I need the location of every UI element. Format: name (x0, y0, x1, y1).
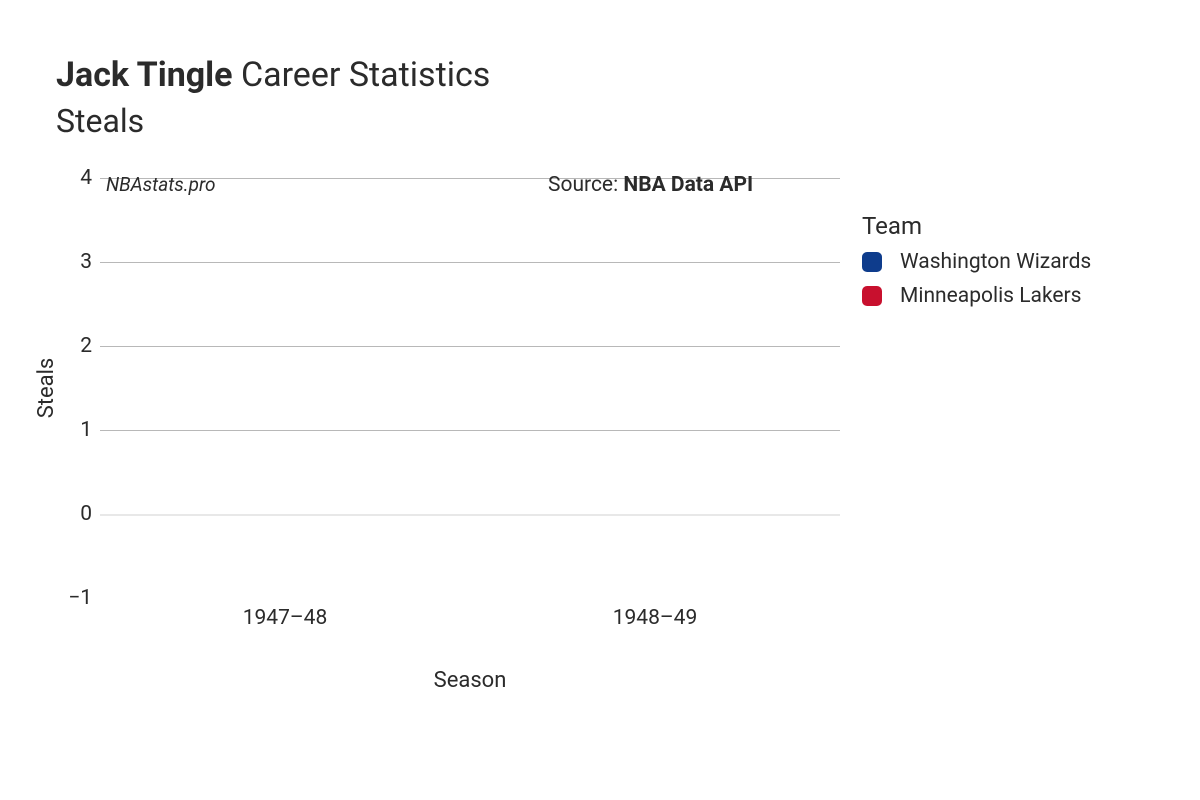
y-axis-label: Steals (34, 358, 59, 419)
legend-item-1: Minneapolis Lakers (862, 284, 1091, 308)
xtick-0: 1947–48 (243, 606, 328, 630)
ytick-2: 2 (0, 334, 92, 358)
watermark: NBAstats.pro (106, 173, 216, 196)
title-suffix: Career Statistics (233, 55, 491, 95)
gridline-2 (100, 346, 840, 347)
xtick-1: 1948–49 (613, 606, 698, 630)
legend-swatch-1 (862, 286, 882, 306)
legend: Team Washington Wizards Minneapolis Lake… (862, 212, 1091, 318)
ytick-4: 4 (0, 166, 92, 190)
x-axis-label: Season (434, 668, 507, 693)
gridline-0 (100, 514, 840, 516)
plot-area: 1947–48 1948–49 (100, 178, 840, 598)
legend-swatch-0 (862, 252, 882, 272)
source-label: Source: (548, 173, 623, 197)
legend-item-0: Washington Wizards (862, 250, 1091, 274)
gridline-1 (100, 430, 840, 431)
title-line-1: Jack Tingle Career Statistics (56, 54, 490, 97)
title-player: Jack Tingle (56, 55, 233, 95)
ytick-neg1: −1 (0, 586, 92, 610)
source: Source: NBA Data API (548, 173, 753, 197)
ytick-1: 1 (0, 418, 92, 442)
title-block: Jack Tingle Career Statistics Steals (56, 54, 490, 141)
chart-container: Jack Tingle Career Statistics Steals 4 3… (0, 0, 1200, 800)
legend-label-1: Minneapolis Lakers (900, 284, 1081, 308)
gridline-3 (100, 262, 840, 263)
legend-title: Team (862, 212, 1091, 240)
ytick-3: 3 (0, 250, 92, 274)
title-metric: Steals (56, 101, 490, 141)
legend-label-0: Washington Wizards (900, 250, 1091, 274)
source-name: NBA Data API (623, 173, 753, 197)
ytick-0: 0 (0, 502, 92, 526)
